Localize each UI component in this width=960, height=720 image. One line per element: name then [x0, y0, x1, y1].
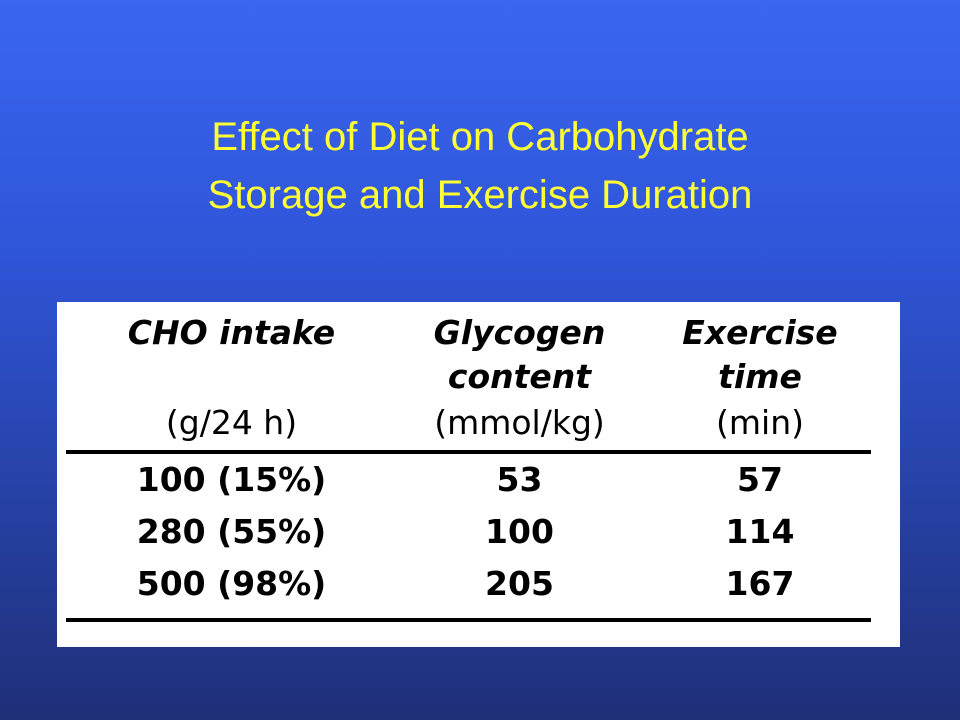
header-divider	[66, 450, 871, 454]
header-exercise-unit: (min)	[716, 403, 804, 442]
header-glycogen-line-1: Glycogen	[433, 313, 606, 352]
cell-exercise-time: 57	[737, 460, 783, 499]
header-cho-intake-unit: (g/24 h)	[165, 403, 298, 442]
slide-title-line-2: Storage and Exercise Duration	[207, 173, 753, 217]
cell-cho-intake: 500 (98%)	[136, 564, 327, 603]
cell-glycogen-content: 53	[496, 460, 543, 499]
cell-cho-intake: 100 (15%)	[136, 460, 327, 499]
header-cho-intake-line-1: CHO intake	[127, 313, 336, 352]
data-table: CHO intake (g/24 h) Glycogen content (mm…	[57, 302, 900, 647]
cell-exercise-time: 114	[725, 512, 795, 551]
cell-glycogen-content: 100	[485, 512, 554, 551]
cell-cho-intake: 280 (55%)	[136, 512, 327, 551]
table-row: 100 (15%) 53 57	[57, 456, 900, 504]
header-glycogen-line-2: content	[447, 357, 592, 396]
header-glycogen-unit: (mmol/kg)	[434, 403, 605, 442]
cell-glycogen-content: 205	[485, 564, 554, 603]
slide-title-line-1: Effect of Diet on Carbohydrate	[211, 115, 749, 159]
header-exercise-line-1: Exercise	[682, 313, 838, 352]
cell-exercise-time: 167	[725, 564, 795, 603]
slide-title: Effect of Diet on Carbohydrate Storage a…	[0, 108, 960, 224]
header-exercise-line-2: time	[718, 357, 802, 396]
table-bottom-rule	[66, 618, 871, 622]
table-row: 280 (55%) 100 114	[57, 508, 900, 556]
table-row: 500 (98%) 205 167	[57, 560, 900, 608]
